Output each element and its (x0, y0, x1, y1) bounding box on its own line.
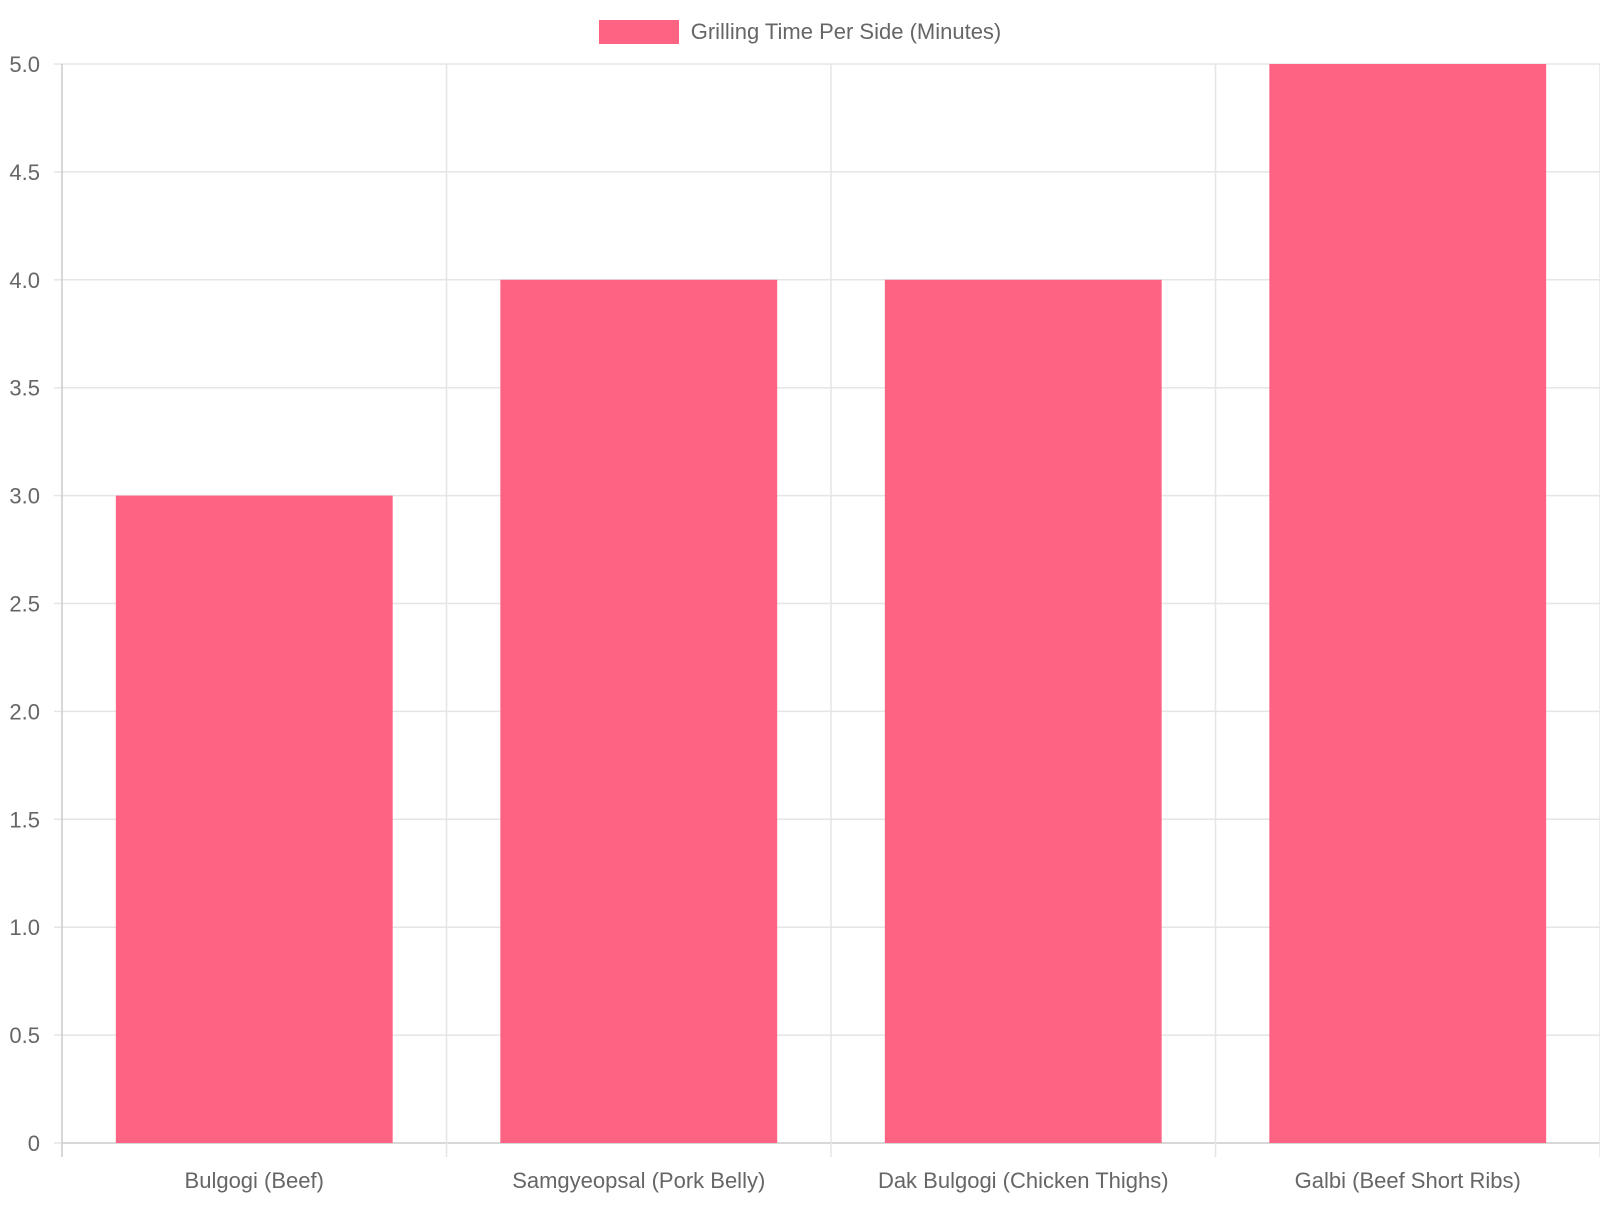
x-tick-label: Galbi (Beef Short Ribs) (1295, 1168, 1521, 1193)
x-tick-label: Samgyeopsal (Pork Belly) (512, 1168, 765, 1193)
bar-1[interactable] (115, 495, 393, 1144)
y-tick-label: 2.5 (9, 592, 40, 617)
legend-swatch (598, 20, 679, 45)
y-tick-label: 1.5 (9, 807, 40, 832)
bar-2[interactable] (500, 279, 778, 1143)
y-tick-label: 0.5 (9, 1023, 40, 1048)
y-tick-label: 0 (28, 1131, 40, 1156)
bar-4[interactable] (1269, 64, 1547, 1143)
y-tick-label: 2.0 (9, 699, 40, 724)
y-tick-label: 3.5 (9, 376, 40, 401)
x-tick-label: Bulgogi (Beef) (185, 1168, 324, 1193)
legend-label: Grilling Time Per Side (Minutes) (690, 19, 1002, 45)
y-tick-label: 3.0 (9, 484, 40, 509)
legend[interactable]: Grilling Time Per Side (Minutes) (0, 18, 1600, 45)
y-tick-label: 4.5 (9, 160, 40, 185)
bar-3[interactable] (884, 279, 1162, 1143)
y-tick-label: 1.0 (9, 915, 40, 940)
y-tick-label: 4.0 (9, 268, 40, 293)
x-tick-label: Dak Bulgogi (Chicken Thighs) (878, 1168, 1169, 1193)
y-tick-label: 5.0 (9, 52, 40, 77)
